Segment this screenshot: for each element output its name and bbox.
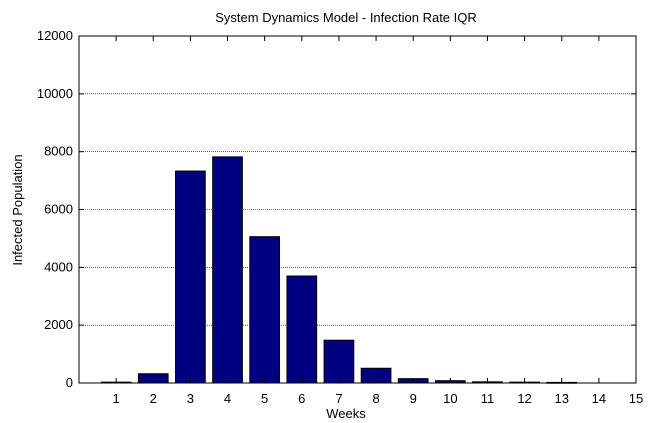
x-tick-label: 10: [443, 391, 457, 406]
x-tick-label: 13: [554, 391, 568, 406]
y-tick-label: 0: [66, 375, 73, 390]
x-tick-label: 3: [187, 391, 194, 406]
y-tick-label: 2000: [44, 317, 73, 332]
y-tick-label: 4000: [44, 259, 73, 274]
x-tick-label: 14: [592, 391, 606, 406]
y-tick-label: 10000: [37, 86, 73, 101]
x-tick-label: 12: [517, 391, 531, 406]
x-tick-label: 11: [481, 391, 495, 406]
gridlines: [79, 93, 636, 326]
y-axis-ticks: 0 2000 4000 6000 8000 10000 12000: [37, 28, 636, 390]
y-tick-label: 8000: [44, 144, 73, 159]
x-tick-label: 7: [335, 391, 342, 406]
x-axis-label: Weeks: [326, 406, 366, 421]
y-tick-label: 6000: [44, 202, 73, 217]
bar-week-7: [323, 339, 355, 384]
x-tick-label: 5: [261, 391, 268, 406]
chart-title: System Dynamics Model - Infection Rate I…: [215, 10, 477, 25]
x-tick-label: 9: [410, 391, 417, 406]
x-tick-label: 15: [629, 391, 643, 406]
x-tick-label: 8: [372, 391, 379, 406]
x-tick-label: 1: [113, 391, 120, 406]
bar-week-5: [249, 236, 281, 384]
y-axis-label: Infected Population: [10, 154, 25, 265]
bar-week-3: [175, 170, 206, 384]
bar-week-6: [286, 275, 318, 384]
x-tick-label: 4: [224, 391, 231, 406]
x-tick-label: 6: [298, 391, 305, 406]
bar-week-4: [212, 156, 243, 384]
y-tick-label: 12000: [37, 28, 73, 43]
x-tick-label: 2: [150, 391, 157, 406]
bars: [100, 156, 578, 384]
x-axis-ticks: 1 2 3 4 5 6 7 8 9 10 11 12 13 14 15: [113, 36, 643, 406]
